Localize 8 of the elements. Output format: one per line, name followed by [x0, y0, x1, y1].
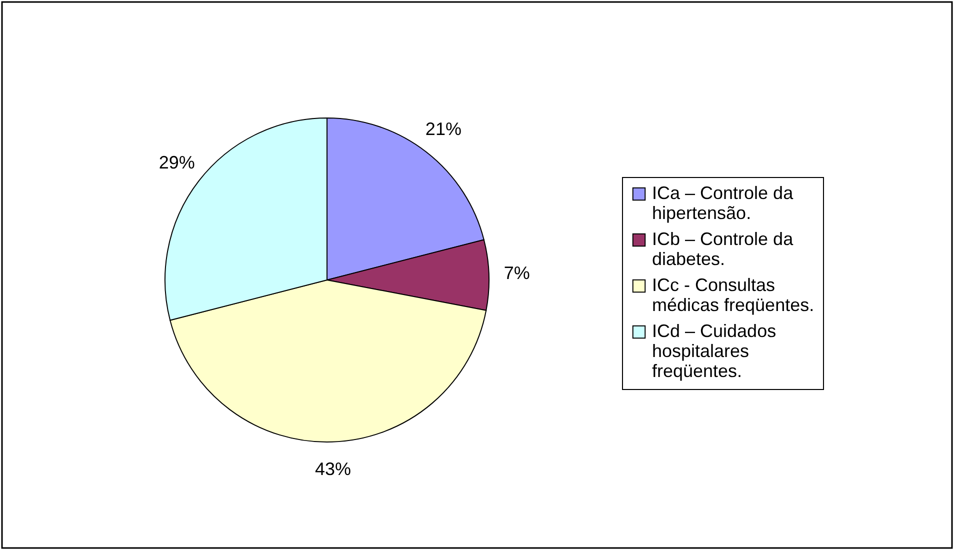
legend-label: ICb – Controle da diabetes.: [652, 229, 794, 269]
legend-label: ICa – Controle da hipertensão.: [652, 183, 794, 223]
legend-label: ICd – Cuidados hospitalares freqüentes.: [652, 321, 776, 381]
data-label: 21%: [425, 118, 462, 139]
legend-label: ICc - Consultas médicas freqüentes.: [652, 275, 814, 315]
data-label: 7%: [504, 263, 530, 284]
data-label: 29%: [158, 152, 195, 173]
data-label: 43%: [314, 458, 351, 479]
